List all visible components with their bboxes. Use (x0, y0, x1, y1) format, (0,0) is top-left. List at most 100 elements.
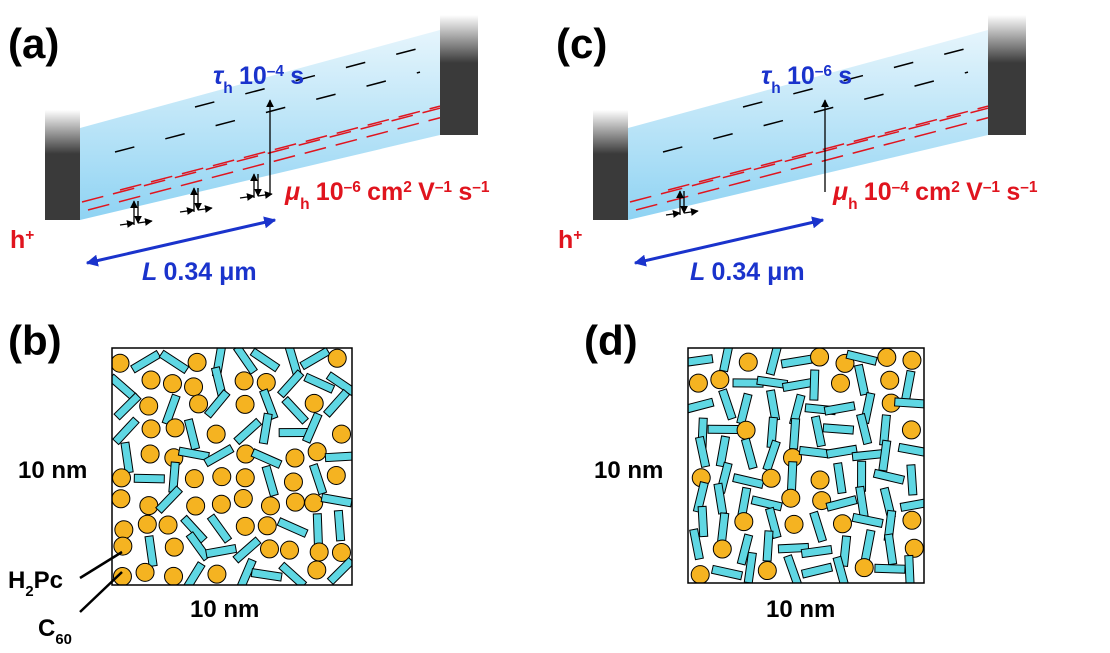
lifetime-part: h (771, 80, 780, 97)
c60 (185, 470, 203, 488)
c60 (111, 354, 129, 372)
c60 (903, 511, 921, 529)
c60 (782, 489, 800, 507)
c60 (286, 449, 304, 467)
c60 (281, 541, 299, 559)
c60 (187, 497, 205, 515)
length-arrow (87, 220, 275, 263)
length-part: L (690, 258, 705, 286)
c60 (689, 374, 707, 392)
c60 (235, 372, 253, 390)
mobility-part: –1 (983, 179, 1001, 196)
c60 (735, 513, 753, 531)
c60 (208, 565, 226, 583)
arrow (240, 196, 254, 198)
lifetime-part: –4 (267, 63, 285, 80)
c60 (855, 559, 873, 577)
h2pc (895, 398, 925, 408)
mobility-part: s (458, 178, 472, 206)
hole-part: h (10, 226, 25, 254)
panel-label: (c) (556, 20, 607, 67)
arrow (666, 213, 680, 215)
mobility-part: V (418, 178, 435, 206)
c60 (305, 494, 323, 512)
length: L0.34 μm (690, 258, 805, 286)
c60 (188, 353, 206, 371)
lifetime-part: s (838, 62, 852, 90)
hole-part: h (558, 226, 573, 254)
legend-h2pc-part: 2 (25, 584, 33, 600)
c60 (284, 473, 302, 491)
c60 (212, 495, 230, 513)
h2pc (790, 419, 800, 449)
lifetime-part: 10 (239, 62, 267, 90)
width-label-part: 10 nm (766, 596, 835, 623)
c60 (236, 395, 254, 413)
width-label: 10 nm (766, 596, 835, 623)
c60 (185, 378, 203, 396)
c60 (136, 563, 154, 581)
height-label-part: 10 nm (18, 457, 87, 484)
c60 (190, 395, 208, 413)
right-electrode (988, 15, 1026, 135)
c60 (811, 348, 829, 366)
c60 (165, 538, 183, 556)
c60 (831, 374, 849, 392)
c60 (260, 540, 278, 558)
c60 (236, 469, 254, 487)
right-electrode (440, 15, 478, 135)
lifetime-part: –6 (815, 63, 833, 80)
c60 (327, 466, 345, 484)
mobility-part: s (1006, 178, 1020, 206)
mobility-part: 2 (403, 179, 412, 196)
c60 (739, 353, 757, 371)
mobility-part: μ (832, 178, 848, 206)
lifetime-part: h (223, 80, 232, 97)
mobility-part: μ (284, 178, 300, 206)
c60 (163, 375, 181, 393)
panel-label: (a) (8, 20, 59, 67)
mobility-part: cm (915, 178, 951, 206)
c60 (903, 351, 921, 369)
c60 (286, 493, 304, 511)
legend-c60-part: C (38, 615, 55, 642)
length-arrow (635, 220, 823, 263)
hole-part: + (25, 227, 34, 244)
legend-c60: C60 (38, 615, 72, 648)
c60 (811, 471, 829, 489)
arrow (120, 223, 134, 225)
mobility-part: cm (367, 178, 403, 206)
length-part: L (142, 258, 157, 286)
mobility-part: –1 (1020, 179, 1038, 196)
arrow (180, 210, 194, 212)
panel-label: (b) (8, 317, 62, 364)
h2pc (334, 510, 344, 541)
mobility: μh10–4cm2V–1s–1 (832, 178, 1038, 213)
morphology (108, 345, 355, 592)
c60 (305, 394, 323, 412)
c60 (905, 539, 923, 557)
c60 (881, 371, 899, 389)
c60 (207, 425, 225, 443)
length-part: 0.34 μm (712, 258, 805, 286)
arrow (198, 208, 212, 210)
c60 (261, 497, 279, 515)
h2pc (905, 555, 914, 585)
c60 (691, 566, 709, 584)
energy-panel (593, 15, 1026, 263)
height-label-part: 10 nm (594, 457, 663, 484)
morphology (682, 341, 931, 588)
h2pc (708, 425, 738, 433)
height-label: 10 nm (594, 457, 663, 484)
c60 (333, 425, 351, 443)
mobility-part: –1 (435, 179, 453, 196)
c60 (236, 517, 254, 535)
h2pc (325, 452, 355, 462)
h2pc (134, 474, 164, 483)
legend-pointer (80, 572, 122, 612)
c60 (878, 348, 896, 366)
c60 (258, 517, 276, 535)
width-label-part: 10 nm (190, 596, 259, 623)
c60 (328, 349, 346, 367)
